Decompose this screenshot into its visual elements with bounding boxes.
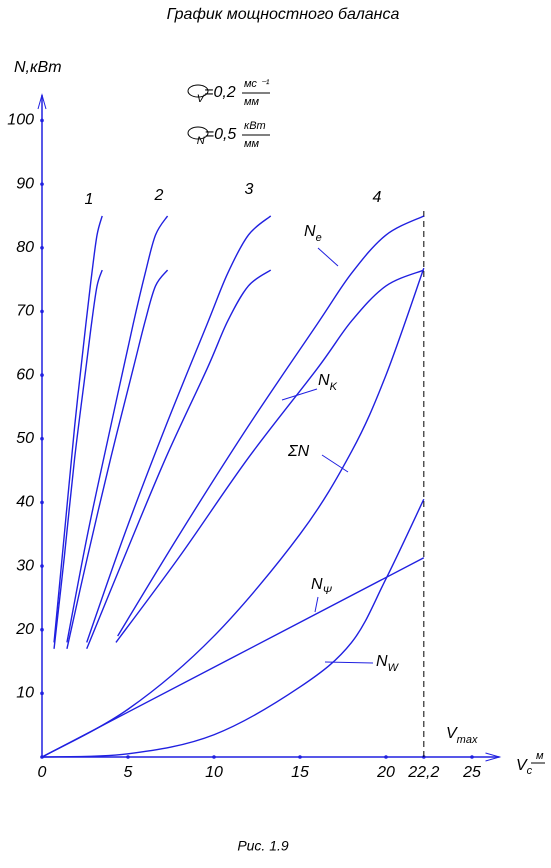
gear-label: 1: [85, 191, 94, 208]
curve: [66, 215, 169, 643]
curve-label: Vmax: [446, 725, 478, 746]
x-tick: [298, 755, 302, 759]
curve: [115, 269, 425, 643]
curve: [86, 269, 272, 650]
x-tick-label: 20: [376, 764, 395, 781]
y-tick-label: 100: [7, 112, 34, 129]
y-tick-label: 60: [16, 366, 34, 383]
x-axis-label: Vc: [516, 757, 533, 777]
x-tick-label: 25: [462, 764, 481, 781]
scale-symbol-mark: [187, 126, 209, 140]
y-tick: [40, 564, 44, 568]
y-tick-label: 40: [16, 494, 34, 511]
curve: [53, 215, 103, 643]
leader-line: [314, 596, 319, 613]
gear-label: 4: [373, 189, 382, 206]
y-arrow: [37, 93, 47, 110]
y-axis-label: N,кВт: [14, 59, 62, 76]
curve-label: ΣN: [287, 443, 310, 460]
x-tick: [384, 755, 388, 759]
y-tick-label: 90: [16, 175, 34, 192]
x-axis-unit: м: [536, 750, 544, 762]
y-tick: [40, 691, 44, 696]
x-tick-label: 5: [124, 764, 133, 781]
y-tick-label: 10: [16, 685, 34, 702]
x-tick-label: 22,2: [407, 764, 439, 781]
y-tick-label: 70: [16, 303, 34, 320]
curve: [117, 215, 425, 637]
leader-line: [281, 388, 318, 401]
y-tick: [40, 436, 44, 441]
curve: [86, 215, 272, 643]
leader-line: [321, 454, 349, 473]
y-tick: [40, 373, 44, 377]
y-tick-label: 50: [16, 430, 34, 447]
curve-label: NW: [376, 653, 400, 674]
curve: [53, 269, 103, 649]
x-tick: [126, 755, 130, 759]
y-tick: [40, 118, 44, 123]
y-tick-label: 80: [16, 239, 34, 256]
scale-symbol-mark: [187, 84, 209, 98]
leader-line: [324, 661, 374, 664]
gear-label: 3: [245, 181, 254, 198]
scale-label: μN=0,5: [187, 126, 236, 147]
chart-title: График мощностного баланса: [167, 6, 400, 23]
y-tick: [40, 500, 44, 505]
x-tick-label: 0: [38, 764, 47, 781]
y-tick: [40, 182, 44, 186]
curve-label: NK: [318, 372, 338, 393]
x-tick: [212, 755, 216, 759]
scale-label: μV=0,2: [187, 84, 236, 105]
curve: [41, 557, 425, 758]
curve: [66, 269, 169, 649]
scale-numerator: мс ⁻¹: [244, 78, 270, 90]
leader-line: [317, 247, 339, 267]
x-tick: [470, 755, 474, 759]
scale-denominator: мм: [244, 138, 260, 150]
y-tick: [40, 309, 44, 314]
scale-denominator: мм: [244, 96, 260, 108]
gear-label: 2: [154, 187, 164, 204]
curve: [41, 267, 425, 758]
scale-numerator: кВт: [244, 120, 266, 132]
curve-label: NΨ: [311, 576, 333, 597]
caption: Рис. 1.9: [237, 838, 289, 854]
x-arrow: [485, 752, 502, 762]
y-tick: [40, 627, 44, 632]
curve: [41, 498, 425, 758]
x-tick-label: 15: [291, 764, 309, 781]
x-tick-label: 10: [205, 764, 223, 781]
y-tick-label: 30: [16, 557, 34, 574]
y-tick: [40, 245, 44, 250]
y-tick-label: 20: [15, 621, 34, 638]
curve-label: Ne: [304, 223, 322, 244]
